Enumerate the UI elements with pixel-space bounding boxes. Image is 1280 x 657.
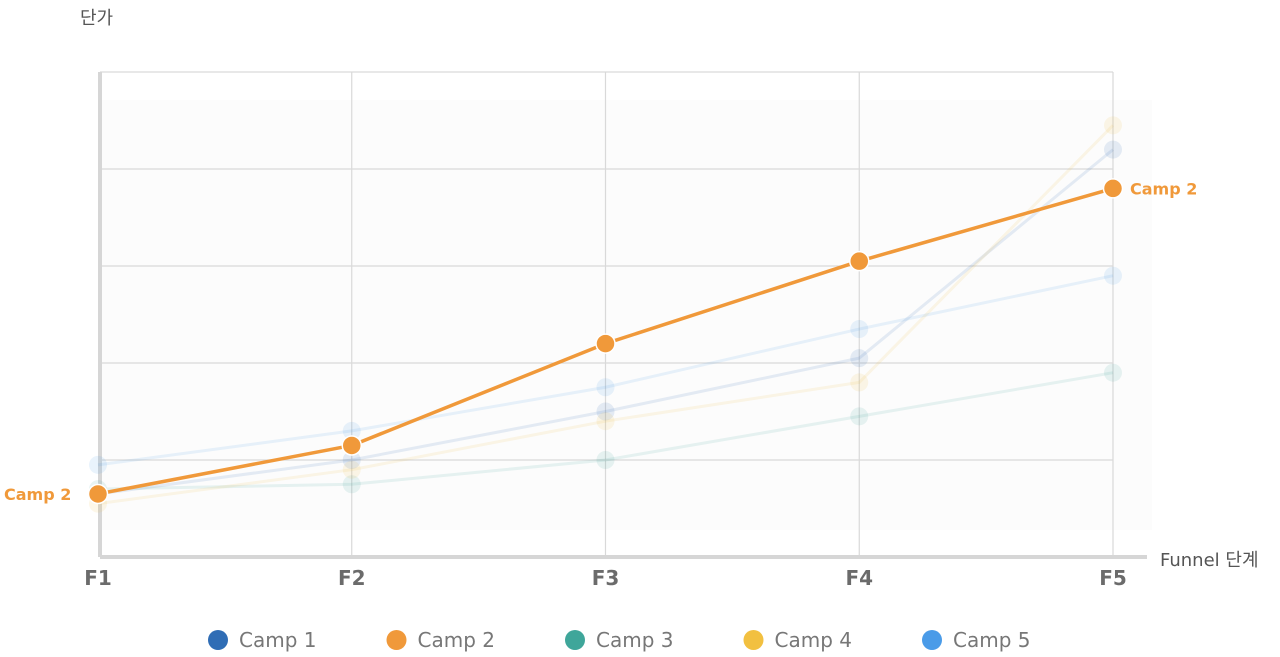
- x-tick-label: F3: [592, 566, 620, 590]
- legend-marker: [743, 630, 764, 650]
- series-point: [596, 378, 615, 397]
- series-point: [849, 250, 870, 272]
- legend-label: Camp 2: [418, 628, 495, 652]
- series-point: [596, 402, 615, 421]
- series-point: [342, 451, 361, 469]
- legend-marker: [922, 630, 942, 650]
- series-point: [1104, 266, 1122, 285]
- series-line: [97, 148, 1114, 496]
- series-point: [342, 460, 361, 479]
- series-point: [1102, 178, 1124, 199]
- series-point: [850, 349, 869, 368]
- legend-label: Camp 4: [775, 628, 852, 652]
- legend-marker: [208, 630, 228, 650]
- series-point: [342, 475, 361, 494]
- series-point: [342, 421, 361, 440]
- end-label-right: Camp 2: [1130, 179, 1197, 198]
- series-point: [850, 407, 869, 426]
- axes: [98, 72, 1147, 559]
- grid: [100, 71, 1114, 557]
- series-point: [1104, 140, 1122, 159]
- legend-label: Camp 1: [239, 628, 316, 652]
- highlight-series: [87, 178, 1124, 505]
- legend-marker: [565, 630, 585, 650]
- series-line: [97, 371, 1114, 491]
- series-point: [1104, 363, 1122, 382]
- end-labels: Camp 2 Camp 2: [4, 179, 1197, 504]
- plot-background: [100, 100, 1152, 530]
- series-point: [850, 320, 869, 339]
- legend-label: Camp 3: [596, 628, 673, 652]
- series-line: [97, 274, 1114, 467]
- y-axis-title: 단가: [80, 8, 113, 29]
- series-line: [97, 124, 1115, 506]
- x-tick-label: F5: [1099, 566, 1127, 590]
- series-point: [341, 435, 362, 456]
- end-label-left: Camp 2: [4, 485, 71, 504]
- x-tick-label: F2: [338, 566, 366, 590]
- legend-label: Camp 5: [953, 628, 1030, 652]
- x-tick-label: F1: [84, 566, 112, 590]
- series-point: [850, 373, 869, 392]
- x-tick-labels: F1 F2 F3 F4 F5: [84, 566, 1127, 590]
- legend: Camp 1 Camp 2 Camp 3 Camp 4 Camp 5: [208, 628, 1030, 652]
- series-point: [89, 455, 107, 474]
- series-point: [1104, 116, 1122, 135]
- legend-marker: [386, 630, 407, 650]
- series-point: [596, 451, 615, 469]
- series-point: [596, 412, 615, 431]
- series-point: [595, 333, 616, 354]
- series-point: [87, 483, 109, 505]
- x-axis-title: Funnel 단계: [1160, 550, 1259, 571]
- x-tick-label: F4: [845, 566, 873, 590]
